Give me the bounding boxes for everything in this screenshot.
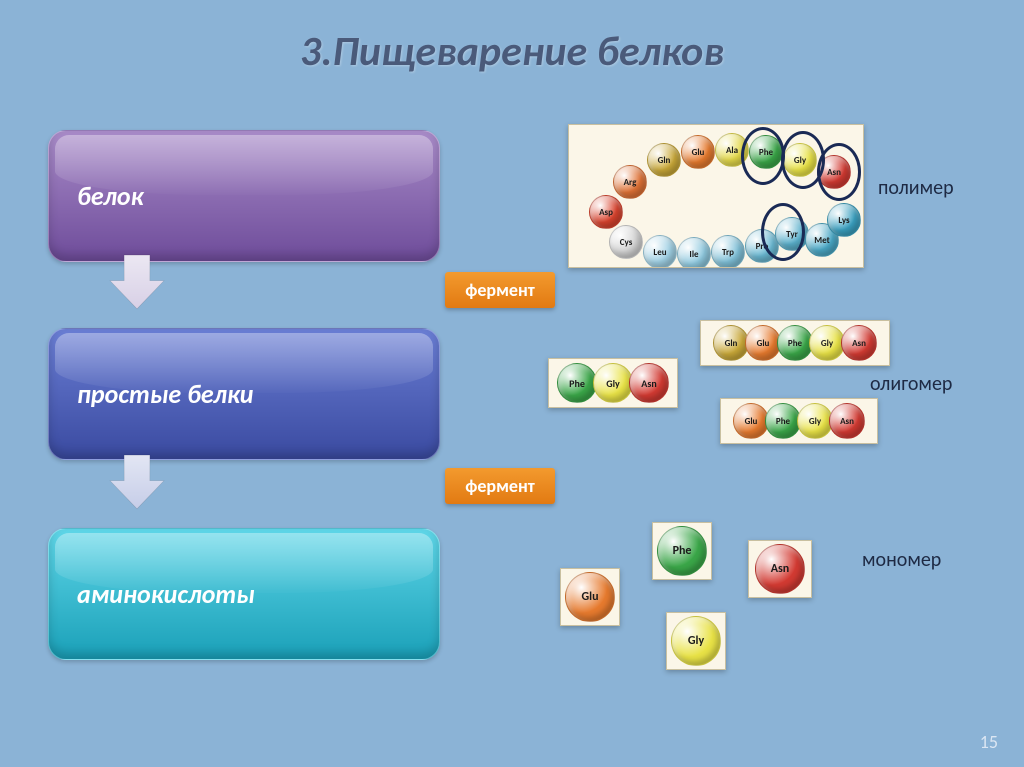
amino-acid-gly: Gly: [783, 143, 817, 177]
amino-acid-phe: Phe: [657, 526, 707, 576]
amino-acid-gln: Gln: [713, 325, 749, 361]
down-arrow-icon: [105, 250, 169, 314]
amino-acid-glu: Glu: [565, 572, 615, 622]
amino-acid-glu: Glu: [733, 403, 769, 439]
side-label: полимер: [878, 176, 954, 200]
amino-acid-gly: Gly: [809, 325, 845, 361]
amino-acid-asn: Asn: [841, 325, 877, 361]
amino-acid-asn: Asn: [755, 544, 805, 594]
stage-box: аминокислоты: [48, 528, 440, 660]
amino-acid-gly: Gly: [671, 616, 721, 666]
amino-acid-lys: Lys: [827, 203, 861, 237]
amino-acid-ala: Ala: [715, 133, 749, 167]
side-label: мономер: [862, 548, 941, 572]
monomer-panel: Gly: [666, 612, 726, 670]
amino-acid-asn: Asn: [629, 363, 669, 403]
amino-acid-phe: Phe: [749, 135, 783, 169]
down-arrow-icon: [105, 450, 169, 514]
amino-acid-ile: Ile: [677, 237, 711, 268]
monomer-panel: Glu: [560, 568, 620, 626]
enzyme-label: фермент: [445, 468, 555, 504]
amino-acid-leu: Leu: [643, 235, 677, 268]
amino-acid-gly: Gly: [797, 403, 833, 439]
page-number: 15: [980, 731, 998, 753]
amino-acid-trp: Trp: [711, 235, 745, 268]
amino-acid-cys: Cys: [609, 225, 643, 259]
oligomer-panel: PheGlyAsn: [548, 358, 678, 408]
amino-acid-gly: Gly: [593, 363, 633, 403]
amino-acid-asn: Asn: [829, 403, 865, 439]
amino-acid-phe: Phe: [777, 325, 813, 361]
amino-acid-glu: Glu: [745, 325, 781, 361]
amino-acid-phe: Phe: [765, 403, 801, 439]
slide-title: 3.Пищеварение белков: [0, 0, 1024, 77]
side-label: олигомер: [870, 372, 952, 396]
amino-acid-glu: Glu: [681, 135, 715, 169]
polymer-panel: GlnGluAlaPheGlyAsn ArgAspCysLeuIleTrpProT…: [568, 124, 864, 268]
amino-acid-asp: Asp: [589, 195, 623, 229]
stage-box: белок: [48, 130, 440, 262]
stage-box: простые белки: [48, 328, 440, 460]
monomer-panel: Phe: [652, 522, 712, 580]
amino-acid-tyr: Tyr: [775, 217, 809, 251]
enzyme-label: фермент: [445, 272, 555, 308]
amino-acid-phe: Phe: [557, 363, 597, 403]
amino-acid-arg: Arg: [613, 165, 647, 199]
amino-acid-gln: Gln: [647, 143, 681, 177]
oligomer-panel: GluPheGlyAsn: [720, 398, 878, 444]
amino-acid-pro: Pro: [745, 229, 779, 263]
oligomer-panel: GlnGluPheGlyAsn: [700, 320, 890, 366]
monomer-panel: Asn: [748, 540, 812, 598]
amino-acid-asn: Asn: [817, 155, 851, 189]
